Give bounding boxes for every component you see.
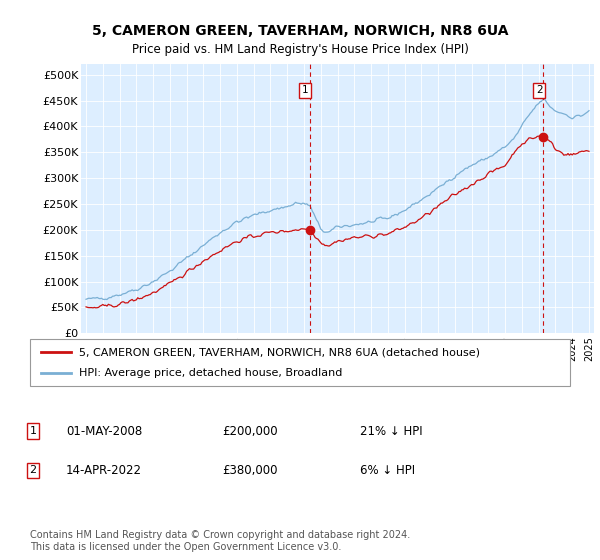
- Text: 5, CAMERON GREEN, TAVERHAM, NORWICH, NR8 6UA (detached house): 5, CAMERON GREEN, TAVERHAM, NORWICH, NR8…: [79, 347, 479, 357]
- Text: 2: 2: [536, 85, 542, 95]
- Text: £200,000: £200,000: [222, 424, 278, 438]
- Text: 1: 1: [29, 426, 37, 436]
- Text: Price paid vs. HM Land Registry's House Price Index (HPI): Price paid vs. HM Land Registry's House …: [131, 43, 469, 56]
- Text: Contains HM Land Registry data © Crown copyright and database right 2024.
This d: Contains HM Land Registry data © Crown c…: [30, 530, 410, 552]
- FancyBboxPatch shape: [30, 339, 570, 386]
- Text: 14-APR-2022: 14-APR-2022: [66, 464, 142, 477]
- Text: 5, CAMERON GREEN, TAVERHAM, NORWICH, NR8 6UA: 5, CAMERON GREEN, TAVERHAM, NORWICH, NR8…: [92, 24, 508, 38]
- Text: 21% ↓ HPI: 21% ↓ HPI: [360, 424, 422, 438]
- Text: 2: 2: [29, 465, 37, 475]
- Text: 01-MAY-2008: 01-MAY-2008: [66, 424, 142, 438]
- Text: HPI: Average price, detached house, Broadland: HPI: Average price, detached house, Broa…: [79, 368, 342, 378]
- Text: 1: 1: [302, 85, 308, 95]
- Text: 6% ↓ HPI: 6% ↓ HPI: [360, 464, 415, 477]
- Text: £380,000: £380,000: [222, 464, 277, 477]
